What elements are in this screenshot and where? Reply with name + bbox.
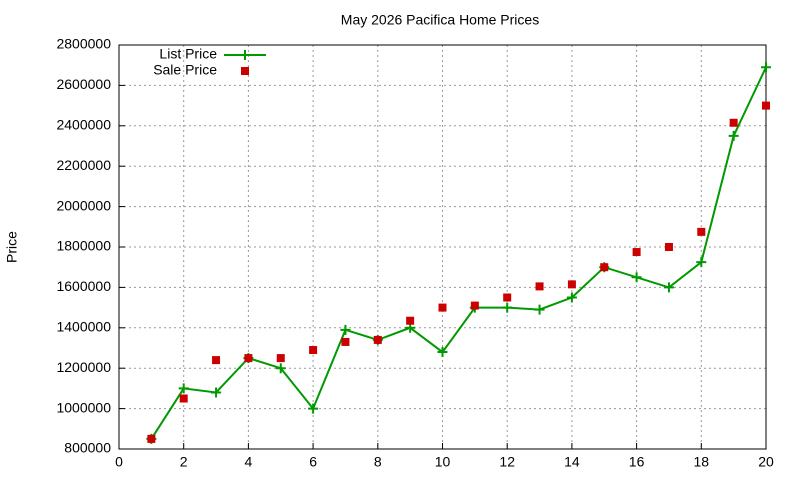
marker [696,257,707,268]
marker [534,304,545,315]
y-tick-label: 1600000 [56,278,111,294]
x-tick-label: 2 [180,454,188,470]
marker [728,130,739,141]
marker [502,302,513,313]
x-tick-label: 16 [629,454,645,470]
marker [179,394,188,403]
marker [147,434,156,443]
marker [567,280,576,289]
x-tick-label: 10 [435,454,451,470]
y-tick-label: 1000000 [56,399,111,415]
marker [308,403,319,414]
plot-frame [118,44,767,450]
y-tick-label: 2800000 [56,36,111,52]
marker [729,118,738,127]
marker [762,101,770,110]
y-axis-label: Price [4,231,20,263]
series-line [150,66,767,440]
marker [566,292,577,303]
marker [470,301,479,310]
x-tick-label: 8 [374,454,382,470]
marker [406,316,415,325]
y-tick-label: 2600000 [56,76,111,92]
marker [600,263,609,272]
x-tick-label: 4 [245,454,253,470]
marker [503,293,512,302]
marker [761,62,771,73]
marker [663,282,674,293]
marker [211,387,222,398]
y-tick-label: 1800000 [56,238,111,254]
y-tick-label: 2200000 [56,157,111,173]
marker [664,243,673,251]
x-tick-label: 14 [564,454,580,470]
marker [178,383,189,394]
legend-label: Sale Price [153,62,217,78]
x-tick-label: 0 [115,454,123,470]
x-tick-label: 18 [694,454,710,470]
marker [244,354,253,363]
marker [309,346,318,355]
marker [341,337,350,346]
marker [437,347,448,358]
marker [697,227,706,236]
x-tick-label: 6 [309,454,317,470]
marker [373,335,382,344]
y-tick-label: 2000000 [56,197,111,213]
chart-title: May 2026 Pacifica Home Prices [341,12,539,28]
marker [276,354,285,363]
y-tick-label: 2400000 [56,117,111,133]
marker [241,67,249,75]
y-tick-label: 1200000 [56,359,111,375]
marker [438,303,447,312]
legend-label: List Price [159,46,217,62]
marker [340,324,351,335]
marker [631,272,642,283]
x-tick-label: 12 [499,454,515,470]
marker [632,248,641,257]
marker [240,50,250,60]
marker [212,356,221,365]
y-tick-label: 1400000 [56,319,111,335]
marker [275,363,286,374]
y-tick-label: 800000 [64,440,111,456]
marker [535,282,544,291]
x-tick-label: 20 [758,454,774,470]
